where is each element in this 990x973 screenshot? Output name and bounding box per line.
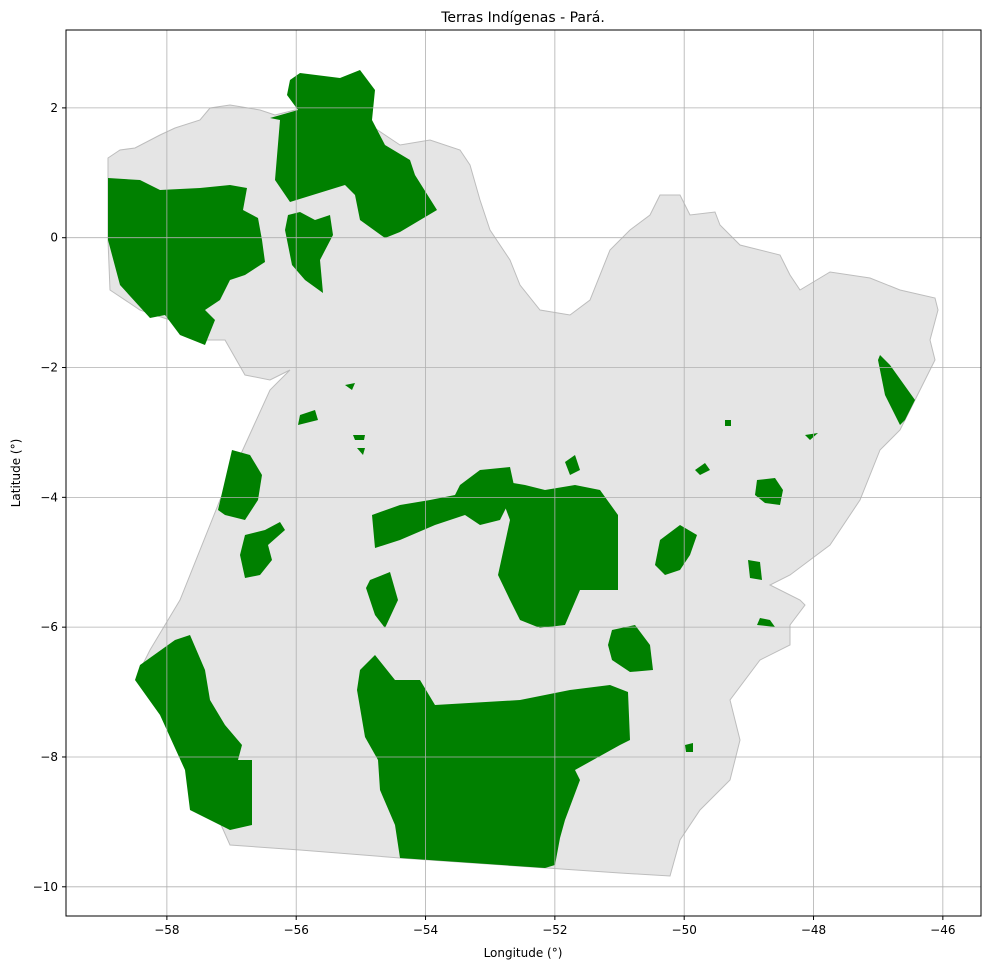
x-tick-label: −52 — [542, 923, 567, 937]
y-tick-label: −2 — [40, 361, 58, 375]
y-tick-label: 2 — [50, 101, 58, 115]
x-tick-label: −54 — [413, 923, 438, 937]
x-axis-label: Longitude (°) — [484, 946, 563, 960]
y-tick-label: −8 — [40, 750, 58, 764]
axes: −58 −56 −54 −52 −50 −48 −46 −10 −8 −6 −4 −2 0 2 — [33, 30, 981, 937]
x-tick-label: −58 — [154, 923, 179, 937]
y-tick-label: −6 — [40, 620, 58, 634]
x-tick-label: −48 — [801, 923, 826, 937]
y-tick-label: −4 — [40, 490, 58, 504]
y-tick-label: −10 — [33, 880, 58, 894]
map-title: Terras Indígenas - Pará. — [440, 10, 605, 26]
axes-frame — [65, 29, 982, 917]
x-tick-label: −50 — [672, 923, 697, 937]
y-tick-label: 0 — [50, 231, 58, 245]
x-tick-label: −56 — [284, 923, 309, 937]
y-axis-label: Latitude (°) — [9, 439, 23, 508]
x-tick-label: −46 — [930, 923, 955, 937]
